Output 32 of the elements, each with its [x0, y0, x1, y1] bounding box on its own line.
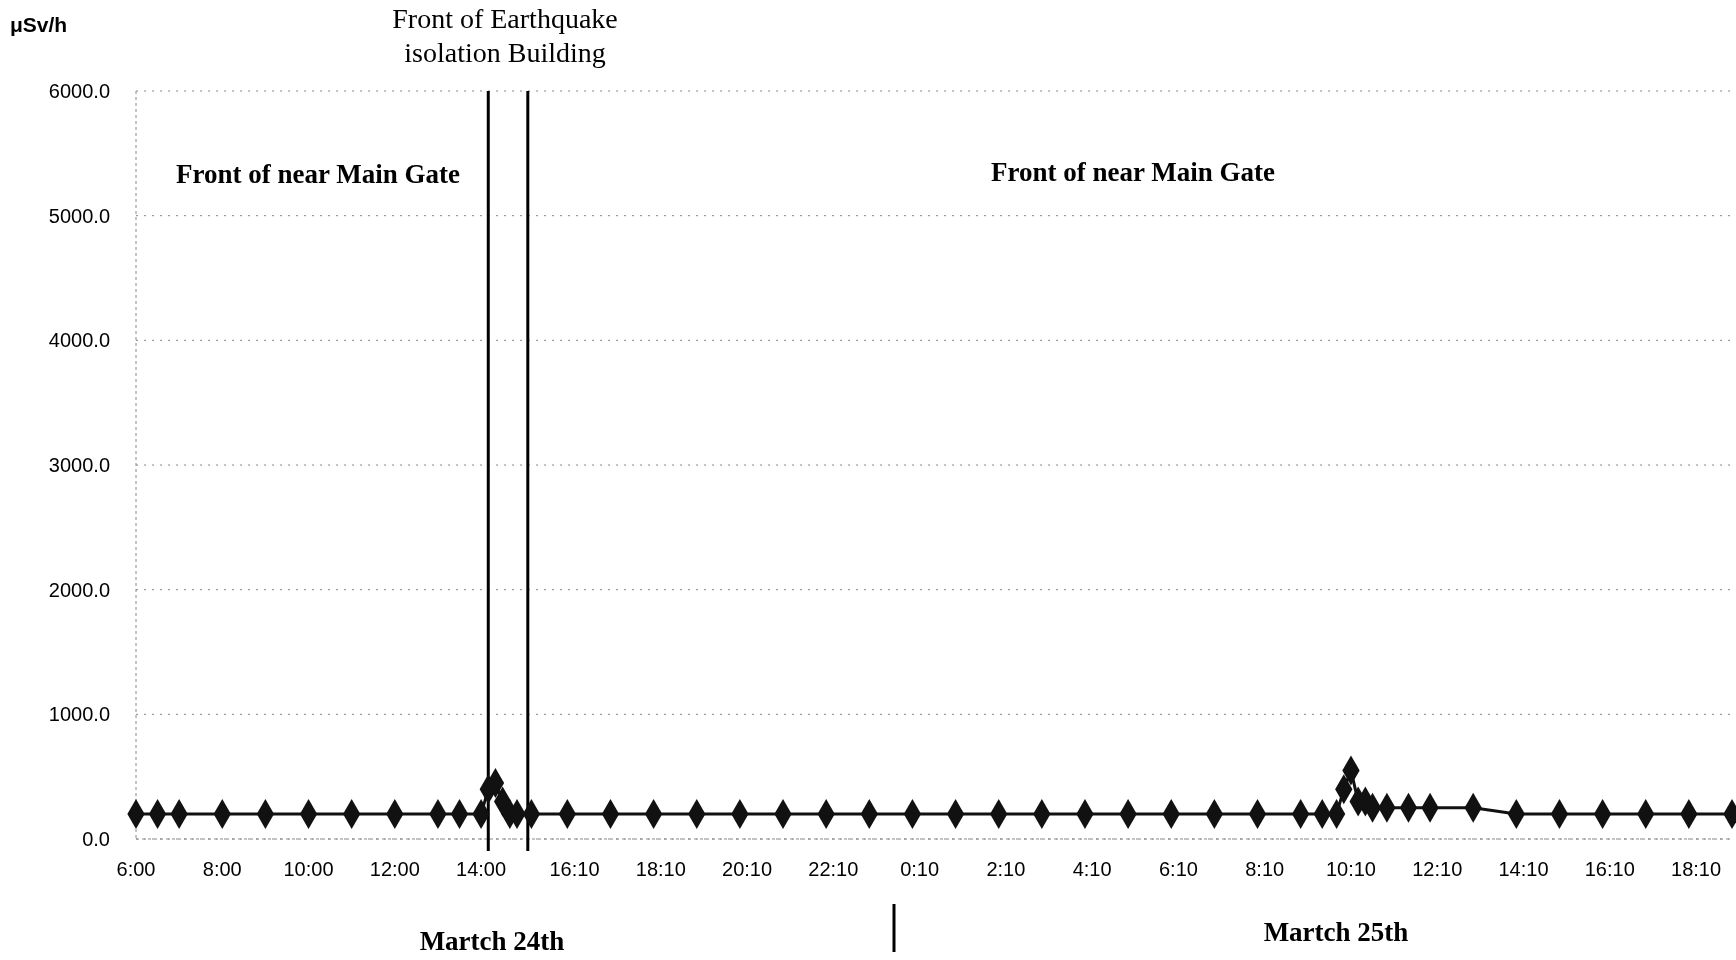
y-tick-label: 4000.0: [48, 329, 110, 352]
x-tick-label: 14:10: [1498, 858, 1549, 880]
text: Front of Earthquake isolation Building: [392, 3, 618, 68]
x-tick-label: 10:00: [283, 858, 334, 880]
annotation: Front of near Main Gate: [176, 159, 460, 189]
x-tick-label: 22:10: [808, 858, 859, 880]
x-tick-label: 0:10: [900, 858, 940, 880]
x-tick-label: 6:00: [116, 858, 156, 880]
text: Martch 25th: [1263, 917, 1409, 947]
x-tick-label: 18:10: [635, 858, 686, 880]
x-tick-label: 2:10: [986, 858, 1026, 880]
x-tick-label: 10:10: [1325, 858, 1376, 880]
x-tick-label: 12:00: [369, 858, 420, 880]
x-tick-label: 6:10: [1158, 858, 1198, 880]
x-tick-label: 20:10: [722, 858, 773, 880]
y-tick-label: 5000.0: [48, 204, 110, 227]
annotation: Front of near Main Gate: [991, 157, 1275, 187]
x-tick-label: 4:10: [1072, 858, 1112, 880]
x-tick-label: 14:00: [456, 858, 507, 880]
x-tick-label: 8:00: [202, 858, 242, 880]
x-tick-label: 18:10: [1671, 858, 1722, 880]
x-tick-label: 16:10: [1584, 858, 1635, 880]
y-tick-label: 2000.0: [48, 578, 110, 601]
y-tick-label: 3000.0: [48, 454, 110, 476]
x-tick-label: 12:10: [1412, 858, 1463, 880]
y-tick-label: 1000.0: [48, 703, 110, 726]
x-tick-label: 8:10: [1245, 858, 1285, 880]
y-tick-label: 6000.0: [48, 80, 110, 102]
x-tick-label: 16:10: [549, 858, 600, 880]
text: Martch 24th: [419, 926, 565, 956]
y-tick-label: 0.0: [82, 828, 110, 850]
y-axis-title: μSv/h: [10, 13, 68, 36]
